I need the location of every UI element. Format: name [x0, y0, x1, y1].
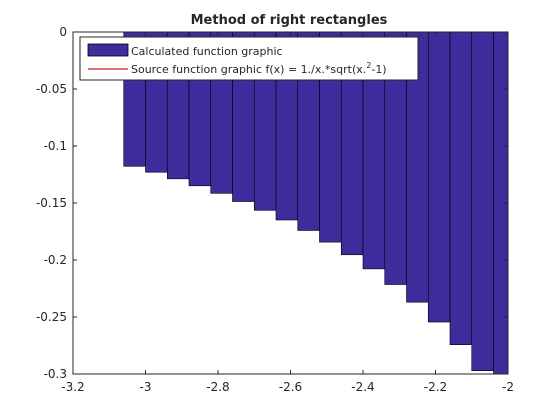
bar	[493, 32, 508, 374]
bar	[471, 32, 494, 371]
legend-line-label-exponent: 2	[366, 61, 371, 70]
x-tick-label: -2.8	[206, 380, 229, 394]
legend: Calculated function graphic Source funct…	[79, 36, 419, 81]
y-tick-label: -0.1	[44, 139, 67, 153]
x-tick-label: -2.6	[279, 380, 302, 394]
y-axis: 0 -0.05 -0.1 -0.15 -0.2 -0.25 -0.3	[36, 25, 508, 381]
x-tick-label: -2.2	[424, 380, 447, 394]
chart-title: Method of right rectangles	[191, 13, 388, 28]
x-axis: -3.2 -3 -2.8 -2.6 -2.4 -2.2 -2	[61, 32, 514, 394]
y-tick-label: -0.05	[36, 82, 67, 96]
legend-line-label: Source function graphic f(x) = 1./x.*sqr…	[131, 61, 387, 76]
plot-area	[123, 32, 508, 374]
bar	[449, 32, 473, 346]
legend-line-label-prefix: Source function graphic f(x) = 1./x.*sqr…	[131, 63, 366, 76]
x-tick-label: -3.2	[61, 380, 84, 394]
legend-line-label-suffix: -1)	[371, 63, 386, 76]
x-tick-label: -2.4	[351, 380, 374, 394]
legend-bar-swatch	[87, 43, 129, 57]
legend-bars-label: Calculated function graphic	[131, 45, 283, 58]
y-tick-label: 0	[59, 25, 67, 39]
x-tick-label: -2	[502, 380, 514, 394]
legend-box	[79, 36, 419, 81]
y-tick-label: -0.25	[36, 310, 67, 324]
bars-layer	[123, 32, 508, 374]
y-tick-label: -0.3	[44, 367, 67, 381]
x-tick-label: -3	[140, 380, 152, 394]
y-tick-label: -0.2	[44, 253, 67, 267]
bar	[427, 32, 451, 323]
y-tick-label: -0.15	[36, 196, 67, 210]
